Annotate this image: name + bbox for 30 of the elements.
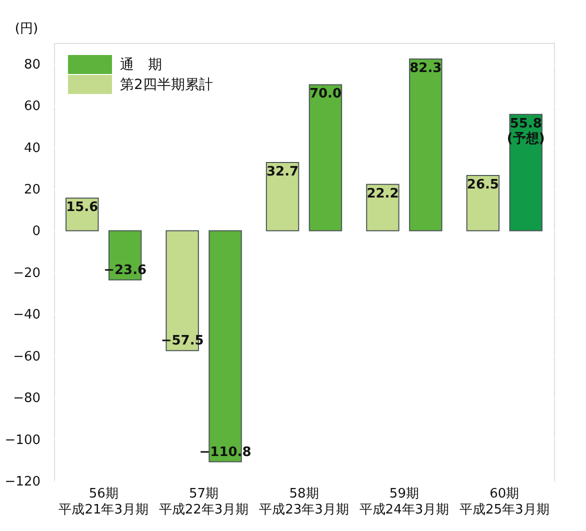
y-tick-label: −120	[4, 474, 40, 490]
y-tick-label: 40	[24, 140, 40, 156]
y-axis-title: (円)	[14, 22, 38, 36]
data-label: 32.7	[266, 164, 299, 180]
y-tick-label: −100	[4, 432, 40, 448]
x-tick-label: 56期平成21年3月期	[58, 486, 149, 518]
bar	[266, 162, 300, 232]
legend-label: 第2四半期累計	[120, 77, 213, 93]
y-tick-label: −20	[13, 266, 40, 281]
y-tick-label: 0	[32, 224, 40, 240]
data-label: 26.5	[466, 177, 499, 192]
x-tick-label: 60期平成25年3月期	[459, 486, 550, 518]
bar	[308, 84, 342, 232]
data-label: 82.3	[410, 61, 442, 76]
data-label: 70.0	[309, 86, 342, 102]
x-tick-label: 58期平成23年3月期	[259, 486, 349, 518]
y-tick-label: 60	[24, 99, 40, 114]
y-tick-label: 80	[24, 57, 40, 72]
y-tick-label: −60	[13, 349, 40, 364]
data-label: 15.6	[66, 200, 98, 216]
y-tick-label: −80	[13, 391, 40, 406]
legend-label: 通 期	[120, 57, 162, 73]
y-tick-label: 20	[24, 182, 40, 198]
bar	[466, 174, 500, 232]
x-tick-label: 59期平成24年3月期	[359, 486, 450, 518]
data-label: 22.2	[366, 186, 399, 202]
bar	[366, 184, 400, 232]
bar	[409, 58, 442, 232]
x-tick-label: 57期平成22年3月期	[158, 486, 249, 518]
y-tick-label: −40	[13, 308, 40, 323]
